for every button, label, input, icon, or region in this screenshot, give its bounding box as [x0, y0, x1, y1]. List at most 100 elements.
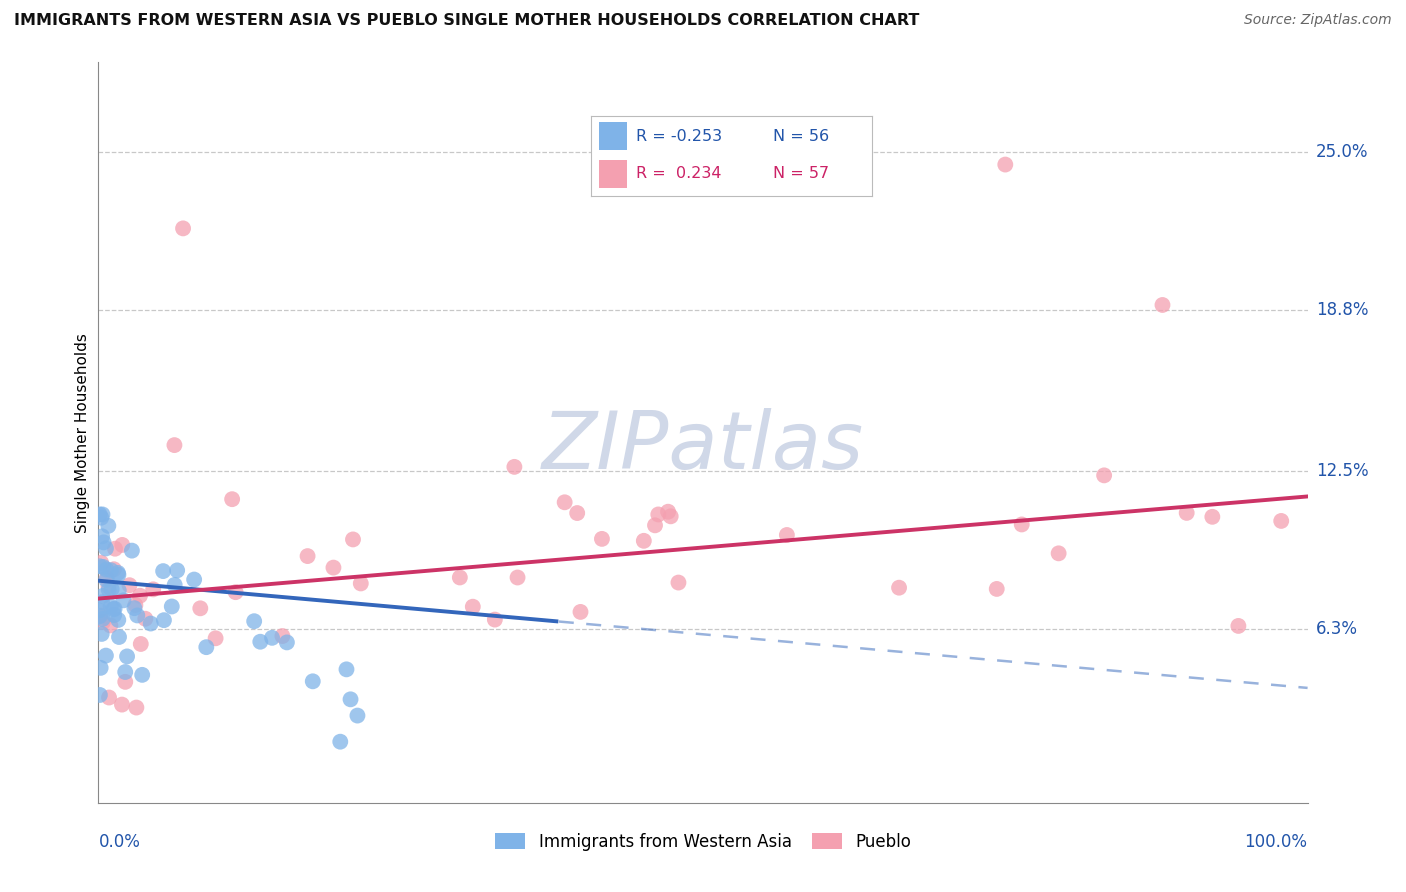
Point — [112, 593, 135, 607]
Point — [887, 581, 910, 595]
Point — [659, 509, 682, 524]
Point — [449, 570, 471, 584]
Point — [139, 616, 162, 631]
Point — [1152, 298, 1174, 312]
Point — [103, 607, 125, 622]
Point — [986, 582, 1008, 596]
Point — [163, 578, 186, 592]
Point — [89, 559, 111, 574]
Point — [569, 605, 592, 619]
Point — [111, 698, 134, 712]
Point — [108, 630, 131, 644]
Text: 6.3%: 6.3% — [1316, 620, 1358, 638]
Point — [103, 562, 125, 576]
Point — [461, 599, 484, 614]
Point — [188, 601, 211, 615]
Point — [204, 632, 226, 646]
Text: 25.0%: 25.0% — [1316, 143, 1368, 161]
Point — [104, 541, 127, 556]
Point — [129, 637, 152, 651]
Point — [225, 585, 247, 599]
Point — [104, 601, 127, 615]
Point — [503, 459, 526, 474]
Point — [183, 573, 205, 587]
Point — [554, 495, 576, 509]
Point — [163, 438, 186, 452]
Point — [94, 541, 117, 556]
Point — [129, 589, 152, 603]
Point — [89, 508, 111, 522]
Point — [142, 582, 165, 597]
Point — [97, 518, 120, 533]
Text: 18.8%: 18.8% — [1316, 301, 1368, 319]
Point — [91, 589, 114, 603]
Point — [329, 734, 352, 748]
Point — [114, 674, 136, 689]
Point — [98, 690, 121, 705]
Point — [91, 595, 114, 609]
Point — [591, 532, 613, 546]
Point — [160, 599, 183, 614]
Point — [657, 505, 679, 519]
Point — [89, 608, 111, 623]
Point — [90, 627, 112, 641]
Point — [1011, 517, 1033, 532]
Point — [297, 549, 319, 563]
Point — [100, 563, 122, 577]
Point — [90, 510, 112, 524]
Point — [97, 582, 120, 597]
Point — [647, 508, 669, 522]
Point — [107, 583, 129, 598]
Point — [153, 613, 176, 627]
Point — [107, 613, 129, 627]
Point — [322, 560, 344, 574]
Point — [125, 700, 148, 714]
Point — [243, 614, 266, 628]
Point — [221, 492, 243, 507]
Point — [1201, 509, 1223, 524]
Point — [506, 570, 529, 584]
Point — [271, 629, 294, 643]
Y-axis label: Single Mother Households: Single Mother Households — [75, 333, 90, 533]
Point — [96, 573, 118, 587]
Point — [107, 567, 129, 582]
Point — [111, 538, 134, 552]
Text: ZIPatlas: ZIPatlas — [541, 409, 865, 486]
Point — [127, 608, 149, 623]
Point — [301, 674, 323, 689]
Point — [89, 609, 111, 624]
Point — [89, 688, 111, 702]
Point — [152, 564, 174, 578]
Text: 12.5%: 12.5% — [1316, 462, 1368, 480]
Point — [93, 535, 115, 549]
Text: 0.0%: 0.0% — [98, 833, 141, 851]
Point — [96, 562, 118, 576]
Point — [91, 612, 114, 626]
Point — [172, 221, 194, 235]
Text: Source: ZipAtlas.com: Source: ZipAtlas.com — [1244, 13, 1392, 28]
Point — [350, 576, 373, 591]
Point — [776, 528, 799, 542]
Text: R = -0.253: R = -0.253 — [636, 128, 721, 144]
Point — [90, 661, 112, 675]
Point — [107, 566, 129, 580]
Point — [644, 518, 666, 533]
Point — [195, 640, 218, 655]
Point — [342, 533, 364, 547]
Point — [567, 506, 589, 520]
Point — [89, 603, 111, 617]
Point — [121, 543, 143, 558]
Point — [90, 556, 112, 570]
Point — [1092, 468, 1115, 483]
Point — [994, 157, 1017, 171]
Text: R =  0.234: R = 0.234 — [636, 166, 721, 181]
Text: N = 56: N = 56 — [773, 128, 830, 144]
Point — [96, 571, 118, 585]
Point — [166, 563, 188, 577]
Point — [249, 634, 271, 648]
Bar — [599, 122, 627, 151]
Point — [1047, 546, 1070, 560]
Point — [100, 582, 122, 596]
Point — [335, 662, 357, 676]
Point — [131, 668, 153, 682]
